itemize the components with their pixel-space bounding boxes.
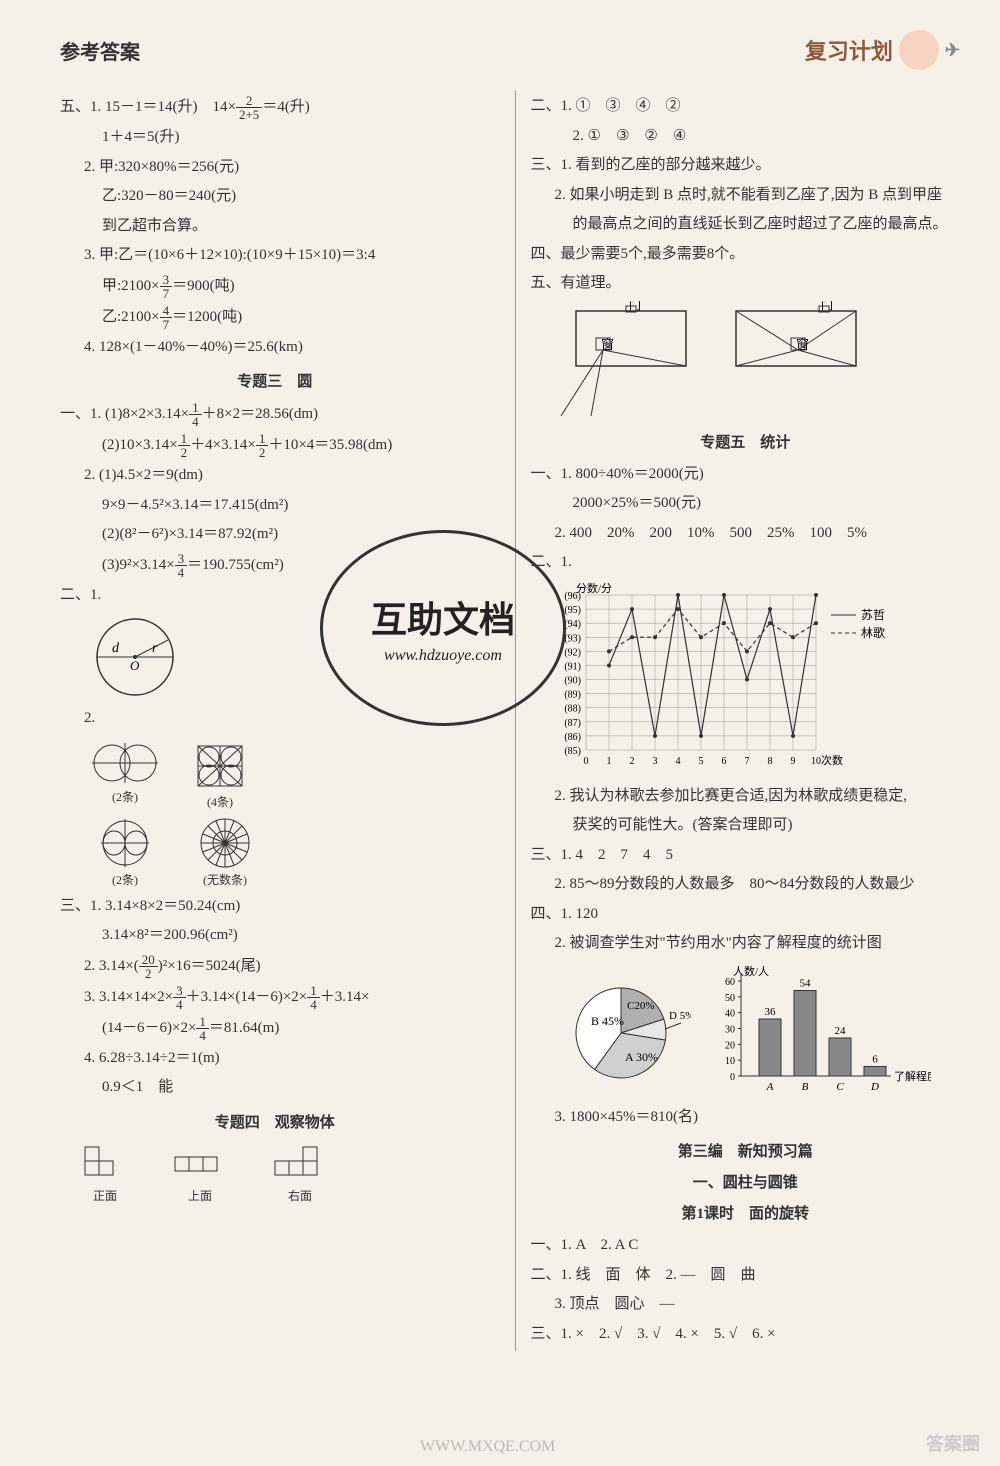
svg-text:林歌: 林歌: [861, 625, 885, 640]
svg-text:B 45%: B 45%: [591, 1014, 624, 1028]
svg-text:(93): (93): [564, 633, 581, 644]
svg-text:D: D: [870, 1081, 879, 1093]
svg-text:次数: 次数: [821, 753, 843, 767]
svg-text:(94): (94): [564, 619, 581, 630]
svg-text:7: 7: [744, 756, 749, 767]
svg-text:r: r: [152, 641, 158, 656]
svg-text:O: O: [130, 658, 140, 673]
svg-text:50: 50: [725, 992, 735, 1003]
svg-text:8: 8: [767, 756, 772, 767]
topic4-title: 专题四 观察物体: [60, 1111, 490, 1132]
pie-chart: B 45% C20% A 30% D 5%: [561, 971, 691, 1091]
view-side: 右面: [270, 1142, 330, 1204]
svg-text:(86): (86): [564, 731, 581, 742]
svg-text:9: 9: [790, 756, 795, 767]
svg-text:1: 1: [606, 756, 611, 767]
svg-text:10: 10: [725, 1056, 735, 1067]
svg-text:B: B: [801, 1081, 808, 1093]
svg-text:(89): (89): [564, 689, 581, 700]
svg-text:(88): (88): [564, 703, 581, 714]
svg-text:了解程度: 了解程度: [894, 1069, 931, 1083]
svg-text:10: 10: [811, 756, 821, 767]
svg-text:5: 5: [698, 756, 703, 767]
svg-text:d: d: [112, 641, 120, 656]
svg-text:分数/分: 分数/分: [576, 582, 612, 595]
svg-text:C: C: [836, 1081, 844, 1093]
svg-text:6: 6: [721, 756, 726, 767]
svg-text:40: 40: [725, 1008, 735, 1019]
svg-text:A: A: [765, 1081, 773, 1093]
svg-text:A 30%: A 30%: [625, 1050, 658, 1064]
view-top: 上面: [170, 1142, 230, 1204]
bar-chart: 人数/人了解程度 0 10 20 30 40 50 60 36 A 54 B 24 C 6 D: [711, 961, 931, 1101]
footer-right: 答案圈: [926, 1430, 980, 1456]
svg-text:0: 0: [730, 1072, 735, 1083]
svg-text:54: 54: [799, 977, 811, 989]
symmetry-shape-a: (2条): [90, 738, 160, 810]
svg-text:(95): (95): [564, 605, 581, 616]
svg-text:(85): (85): [564, 746, 581, 757]
symmetry-shape-b: (4条): [190, 738, 250, 810]
room-diagram-1: 门 窗: [551, 301, 701, 421]
svg-text:20: 20: [725, 1040, 735, 1051]
svg-text:6: 6: [872, 1053, 878, 1065]
view-front: 正面: [80, 1142, 130, 1204]
svg-text:36: 36: [764, 1006, 776, 1018]
svg-text:(91): (91): [564, 661, 581, 672]
symmetry-shape-c: (2条): [90, 816, 160, 888]
svg-text:(92): (92): [564, 647, 581, 658]
book-title: 复习计划 ✈: [805, 30, 960, 70]
page-title: 参考答案: [60, 36, 140, 65]
footer-center: WWW.MXQE.COM: [420, 1438, 555, 1456]
svg-text:(87): (87): [564, 717, 581, 728]
svg-text:24: 24: [834, 1025, 846, 1037]
circle-diagram: d r O: [90, 612, 190, 702]
plane-icon: ✈: [945, 40, 960, 61]
svg-text:30: 30: [725, 1024, 735, 1035]
topic5-title: 专题五 统计: [531, 431, 961, 452]
line-chart: (96)(95)(94)(93)(92)(91)(90)(89)(88)(87)…: [541, 580, 921, 780]
cartoon-icon: [899, 30, 939, 70]
svg-text:4: 4: [675, 756, 680, 767]
svg-text:0: 0: [583, 756, 588, 767]
right-column: 二、1. ① ③ ④ ② 2. ① ③ ② ④ 三、1. 看到的乙座的部分越来越…: [515, 90, 961, 1351]
svg-text:(90): (90): [564, 675, 581, 686]
svg-text:3: 3: [652, 756, 657, 767]
svg-text:C20%: C20%: [627, 1000, 655, 1012]
svg-text:2: 2: [629, 756, 634, 767]
svg-text:D 5%: D 5%: [669, 1010, 691, 1022]
svg-text:苏哲: 苏哲: [861, 608, 885, 622]
symmetry-shape-d: (无数条): [190, 816, 260, 888]
svg-text:60: 60: [725, 977, 735, 988]
svg-text:人数/人: 人数/人: [733, 965, 769, 978]
room-diagram-2: 门 窗: [721, 301, 871, 421]
left-column: 五、1. 15－1＝14(升) 14×22+5＝4(升) 1＋4＝5(升) 2.…: [60, 90, 505, 1351]
topic3-title: 专题三 圆: [60, 370, 490, 391]
